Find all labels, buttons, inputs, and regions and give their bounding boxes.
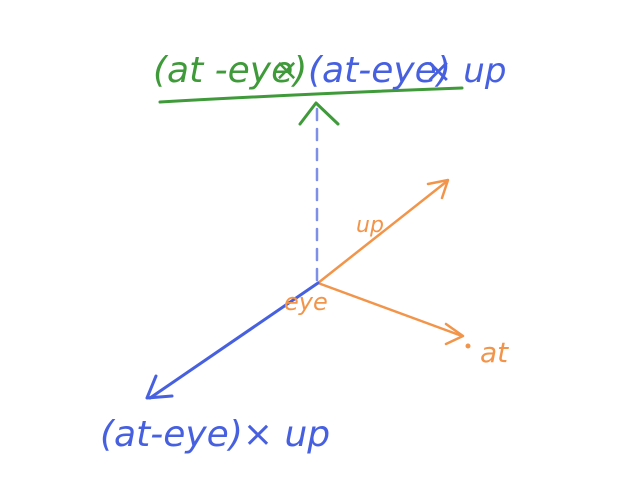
bottom-formula: (at-eye)× up xyxy=(100,414,330,455)
up-vector xyxy=(316,178,450,285)
top-formula-times: × xyxy=(274,53,299,88)
green-arrowhead xyxy=(298,101,340,126)
top-formula-part1: (at -eye) xyxy=(153,50,307,91)
label-up: up xyxy=(356,213,384,238)
cross-vector xyxy=(145,281,320,400)
formula-underline xyxy=(158,86,464,104)
top-formula-part2: (at-eye) xyxy=(308,50,451,91)
at-point xyxy=(465,343,471,349)
top-formula-part3: × up xyxy=(424,51,506,91)
label-at: at xyxy=(480,336,509,369)
at-vector xyxy=(316,281,471,349)
label-eye: eye xyxy=(284,288,328,316)
top-formula: (at -eye) × (at-eye) × up xyxy=(153,50,506,104)
